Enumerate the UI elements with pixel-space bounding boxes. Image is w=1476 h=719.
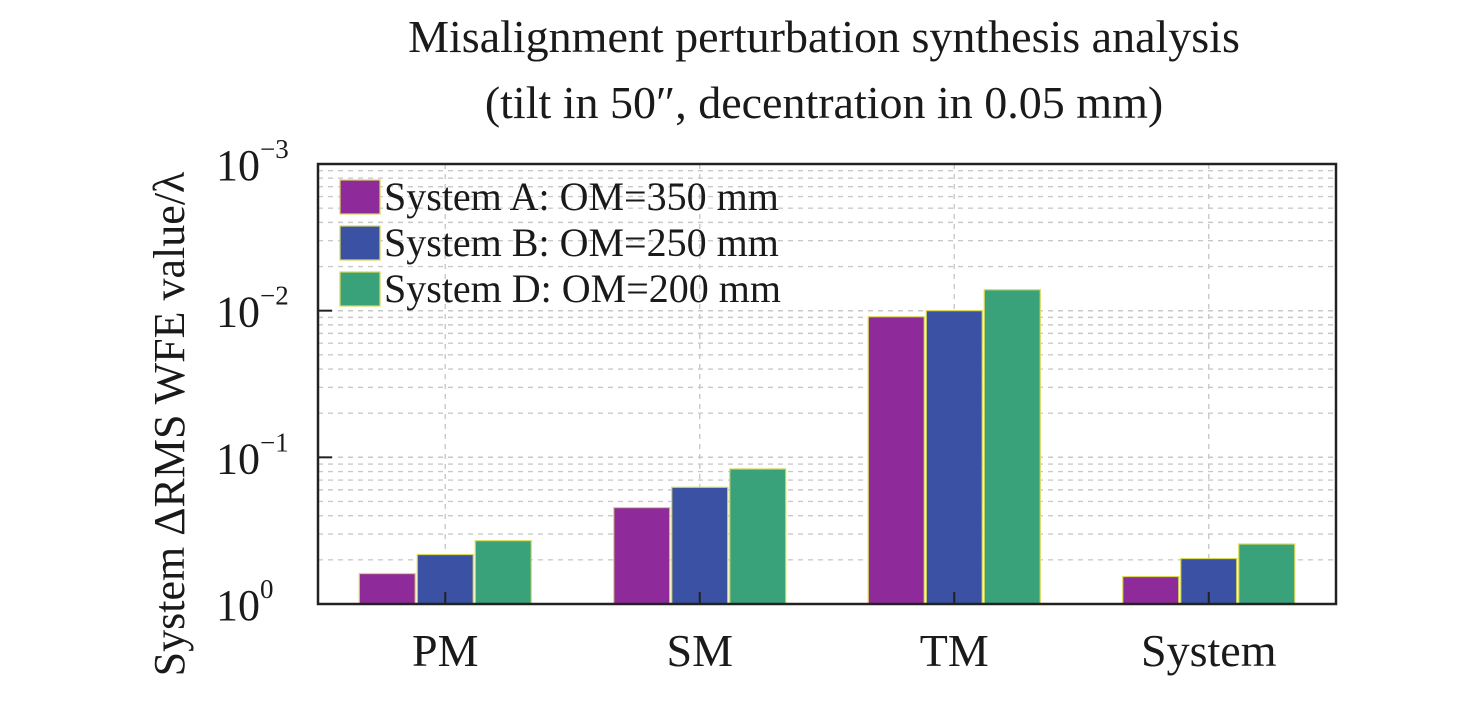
legend-swatch	[339, 271, 381, 307]
plot-frame	[316, 162, 1338, 606]
chart-title-line-2: (tilt in 50″, decentration in 0.05 mm)	[485, 77, 1163, 128]
chart-title-line-1: Misalignment perturbation synthesis anal…	[408, 11, 1240, 62]
legend-label: System D: OM=200 mm	[384, 266, 781, 311]
bar	[1238, 543, 1296, 605]
bar	[925, 310, 983, 605]
y-tick-label: 10−3	[216, 134, 289, 190]
x-tick-label: SM	[667, 625, 733, 676]
y-tick-label: 100	[216, 574, 274, 630]
legend-swatch	[339, 225, 381, 261]
x-tick-label: PM	[412, 625, 478, 676]
bar	[1122, 575, 1180, 605]
bar	[867, 316, 925, 605]
bar	[671, 486, 729, 605]
bar	[613, 506, 671, 605]
legend-label: System B: OM=250 mm	[384, 220, 779, 265]
bar	[358, 572, 416, 605]
bar	[729, 468, 787, 605]
x-tick-label: System	[1141, 625, 1277, 676]
y-tick-label: 10−2	[216, 281, 289, 337]
y-axis-label: System ΔRMS WFE value/λ	[145, 171, 194, 676]
bar	[983, 289, 1041, 605]
x-axis-ticks: PM SM TM System	[412, 592, 1277, 676]
x-tick-label: TM	[920, 625, 989, 676]
y-tick-label: 10−1	[216, 427, 289, 483]
bars	[358, 289, 1296, 605]
bar	[474, 540, 532, 605]
legend-label: System A: OM=350 mm	[384, 174, 779, 219]
y-axis-ticks: 100 10−1 10−2 10−3	[216, 134, 332, 630]
legend-swatch	[339, 179, 381, 215]
